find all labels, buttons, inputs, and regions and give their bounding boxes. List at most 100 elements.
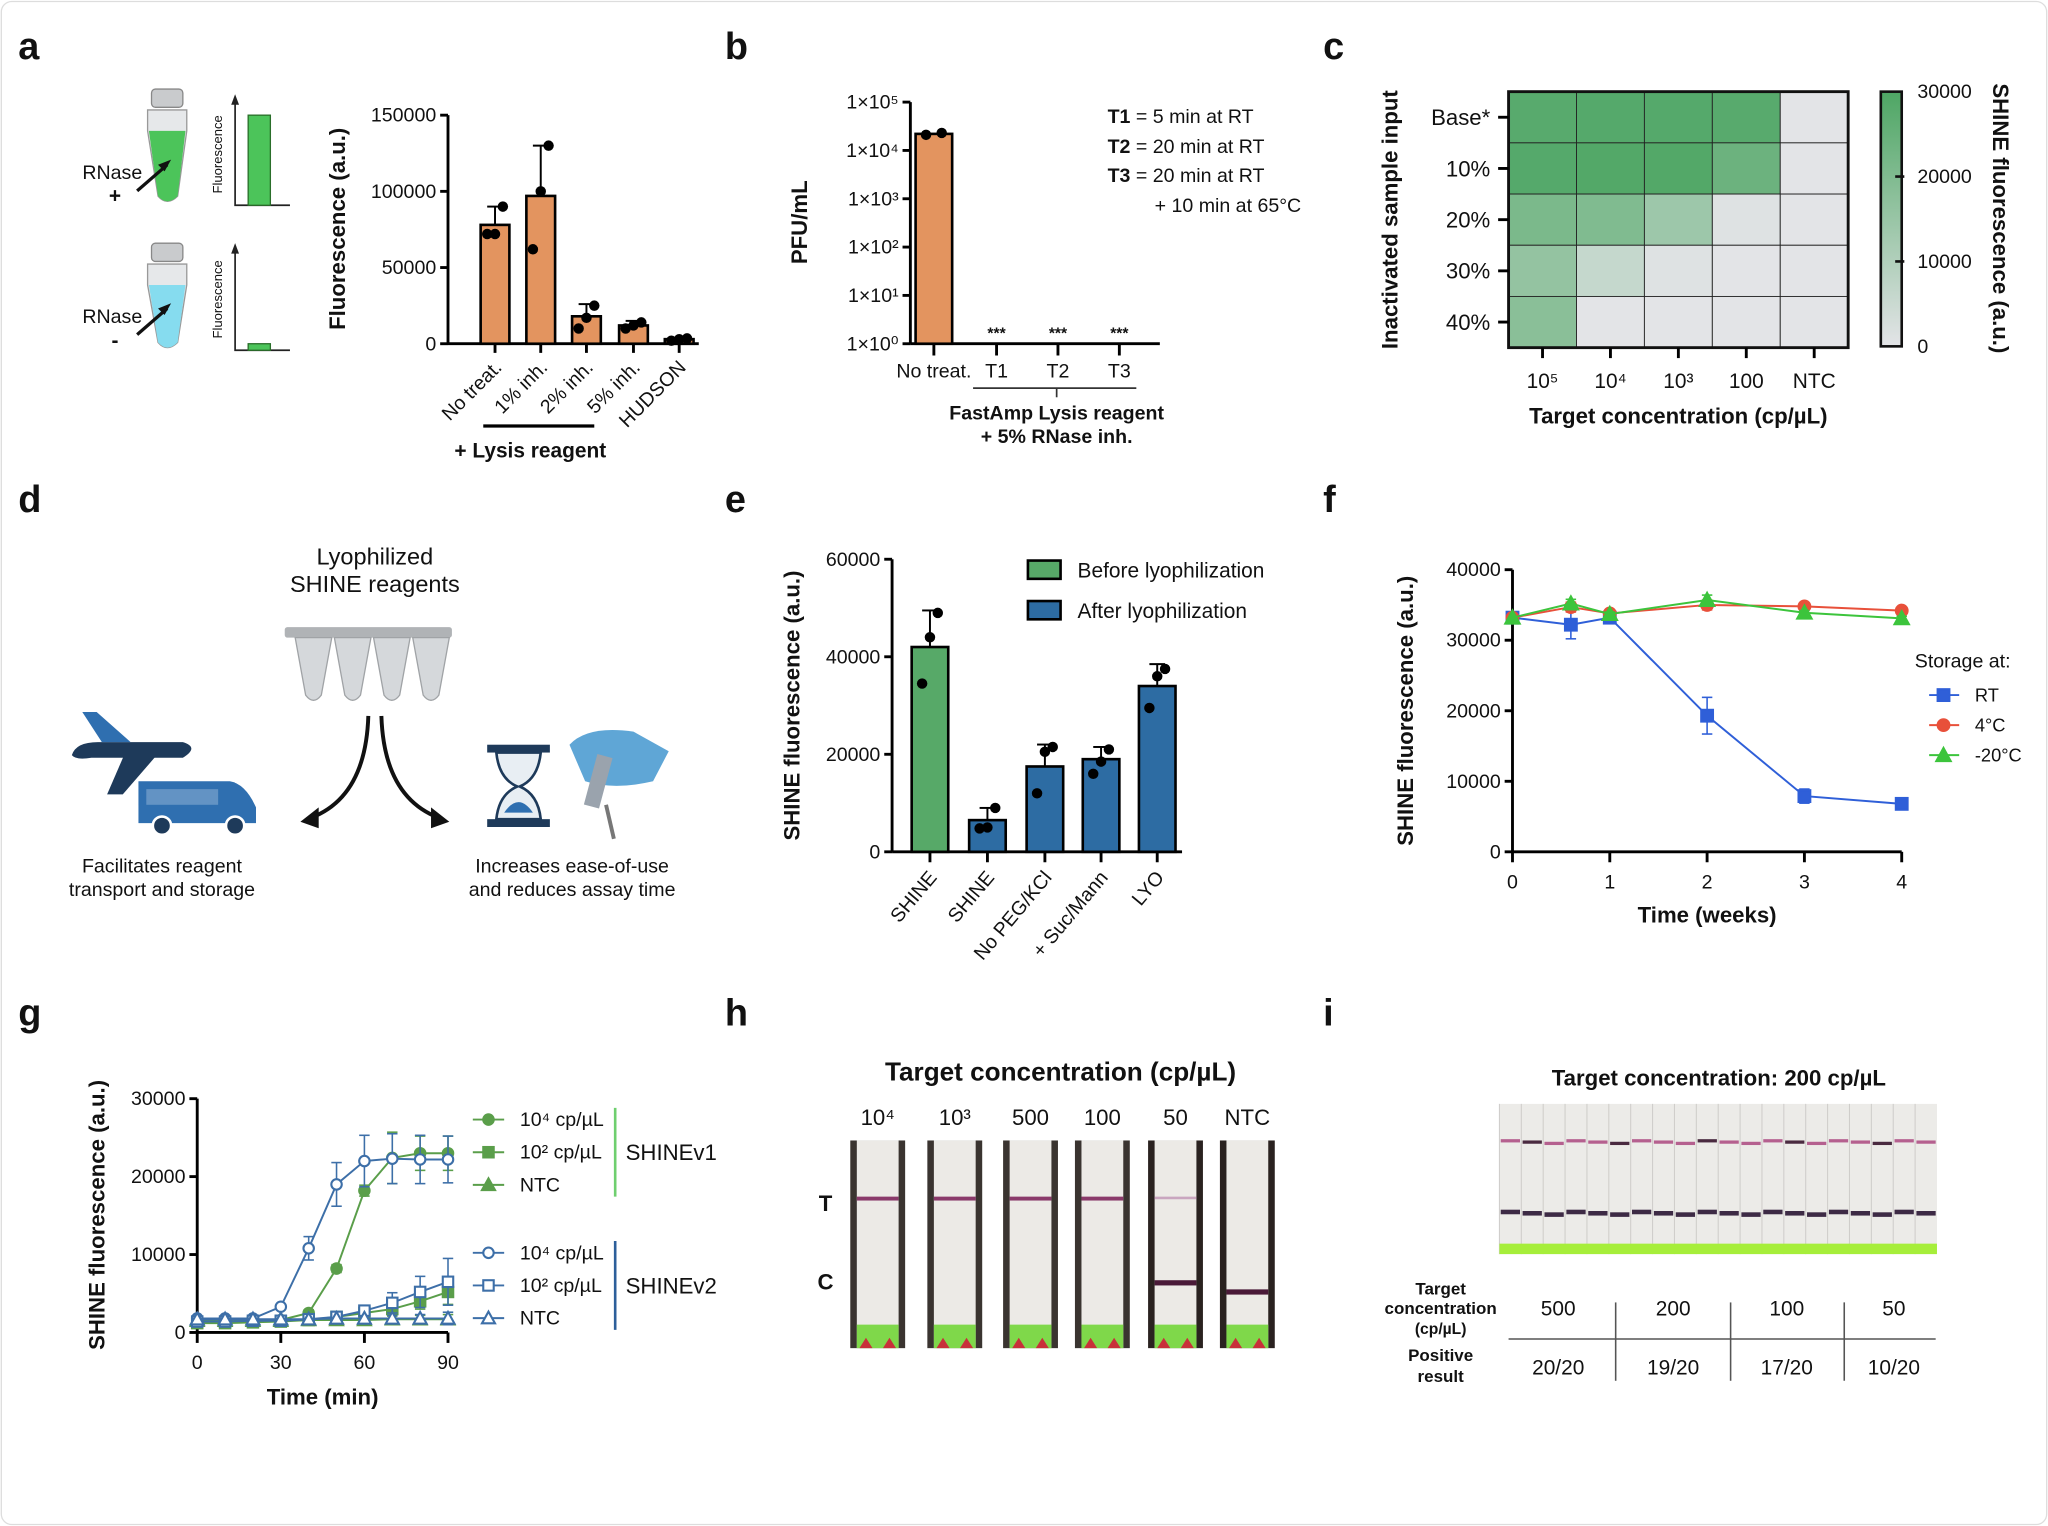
legend-t3: T3 = 20 min at RT — [1108, 165, 1265, 187]
table-cell-positive: 19/20 — [1647, 1356, 1699, 1379]
control-band — [1566, 1209, 1586, 1215]
strip-marker — [1012, 1337, 1049, 1349]
data-point — [527, 244, 539, 255]
heatmap-cell — [1711, 295, 1781, 349]
y-tick-label: 20000 — [826, 744, 881, 766]
marker-square — [1894, 796, 1909, 811]
data-point — [932, 607, 944, 619]
marker-triangle — [1892, 609, 1911, 626]
data-point — [543, 140, 554, 151]
legend-t1: T1 = 5 min at RT — [1108, 106, 1254, 128]
data-point — [1103, 744, 1115, 755]
test-band — [933, 1196, 976, 1201]
test-strip — [856, 1140, 899, 1349]
marker-triangle — [216, 1310, 234, 1326]
group-label: FastAmp Lysis reagent — [949, 402, 1164, 424]
heatmap-cell — [1576, 91, 1645, 144]
data-point — [535, 186, 546, 197]
marker-square — [386, 1296, 399, 1310]
y-axis-title: SHINE fluorescence (a.u.) — [779, 571, 804, 841]
marker-circle — [1936, 718, 1951, 733]
marker-triangle — [383, 1309, 401, 1325]
control-band — [1807, 1212, 1827, 1217]
tube-strip-icon — [284, 627, 452, 701]
column-label: 10⁴ — [1594, 370, 1626, 393]
arrow-left-icon — [310, 715, 371, 820]
data-point — [1144, 702, 1155, 714]
chart-g: 0 10000 20000 30000 0 30 60 90 Time (min) SHINE f… — [84, 1080, 716, 1409]
hand-pipette-icon — [569, 730, 669, 840]
group-label: SHINEv1 — [626, 1140, 717, 1165]
test-band — [1500, 1139, 1520, 1143]
heatmap-cell — [1508, 91, 1577, 144]
marker-triangle — [480, 1176, 497, 1192]
lane-label: 10⁴ — [861, 1105, 895, 1130]
data-point — [589, 300, 600, 311]
data-point — [990, 802, 1001, 814]
control-band — [1500, 1209, 1520, 1215]
marker-triangle — [188, 1310, 206, 1326]
x-tick-label: T3 — [1108, 361, 1131, 383]
legend-label: After lyophilization — [1078, 600, 1247, 623]
data-point — [1159, 663, 1171, 675]
test-band — [1741, 1141, 1761, 1146]
legend-t3-extra: + 10 min at 65°C — [1155, 195, 1302, 217]
x-axis-title: Target concentration (cp/µL) — [1529, 403, 1827, 428]
test-band — [1653, 1140, 1674, 1144]
left-caption: Facilitates reagent — [82, 856, 243, 878]
airplane-icon — [71, 712, 192, 795]
test-strip — [1226, 1140, 1269, 1349]
bar — [525, 194, 557, 346]
y-axis-title: Fluorescence (a.u.) — [325, 128, 350, 330]
significance-label: *** — [987, 326, 1006, 343]
control-band — [1697, 1209, 1717, 1215]
legend-title: Storage at: — [1915, 651, 2011, 673]
y-tick-label: 10000 — [1446, 771, 1501, 793]
data-point — [489, 228, 501, 240]
test-band — [1675, 1141, 1696, 1146]
x-tick-label: 4 — [1896, 871, 1907, 893]
lane-label: 10³ — [939, 1105, 971, 1130]
data-point — [673, 333, 685, 345]
x-tick-label: 0 — [1507, 871, 1518, 893]
marker-triangle — [328, 1309, 345, 1325]
test-band — [1872, 1141, 1892, 1146]
table-cell-positive: 17/20 — [1761, 1356, 1813, 1379]
legend-label: Before lyophilization — [1078, 560, 1265, 583]
strip-pad — [1499, 1243, 1937, 1255]
marker-square — [1936, 688, 1951, 703]
marker-square — [1797, 789, 1812, 804]
lane-label: 50 — [1163, 1105, 1188, 1130]
data-point — [1088, 768, 1099, 780]
marker-circle — [482, 1246, 495, 1260]
test-band — [1588, 1140, 1608, 1144]
control-band — [1588, 1211, 1608, 1216]
y-tick-label: 1×10³ — [848, 188, 899, 210]
control-band — [1785, 1211, 1805, 1216]
marker-circle — [330, 1178, 343, 1191]
heatmap-cell — [1779, 244, 1849, 297]
x-tick-label: No treat. — [896, 361, 971, 383]
data-point — [1047, 741, 1058, 753]
panel-d-illustration: Lyophilized SHINE reagents — [69, 543, 676, 901]
table-cell-positive: 20/20 — [1532, 1356, 1584, 1379]
colorbar-tick-label: 10000 — [1917, 251, 1972, 273]
control-band — [1850, 1211, 1871, 1216]
heatmap-cell — [1576, 193, 1645, 246]
heatmap-cell — [1508, 295, 1577, 349]
y-tick-label: 1×10¹ — [848, 285, 899, 307]
bar — [914, 132, 954, 346]
test-band — [1850, 1140, 1871, 1144]
y-tick-label: 20000 — [1446, 700, 1501, 722]
heatmap-cell — [1643, 193, 1713, 246]
hourglass-icon — [487, 744, 550, 827]
marker-circle — [413, 1153, 427, 1166]
marker-square — [413, 1285, 427, 1299]
data-point — [666, 335, 677, 346]
panel-letter-a: a — [18, 26, 40, 68]
heatmap-cell — [1643, 142, 1713, 195]
panel-letter-e: e — [725, 479, 746, 521]
test-band — [1894, 1139, 1914, 1143]
